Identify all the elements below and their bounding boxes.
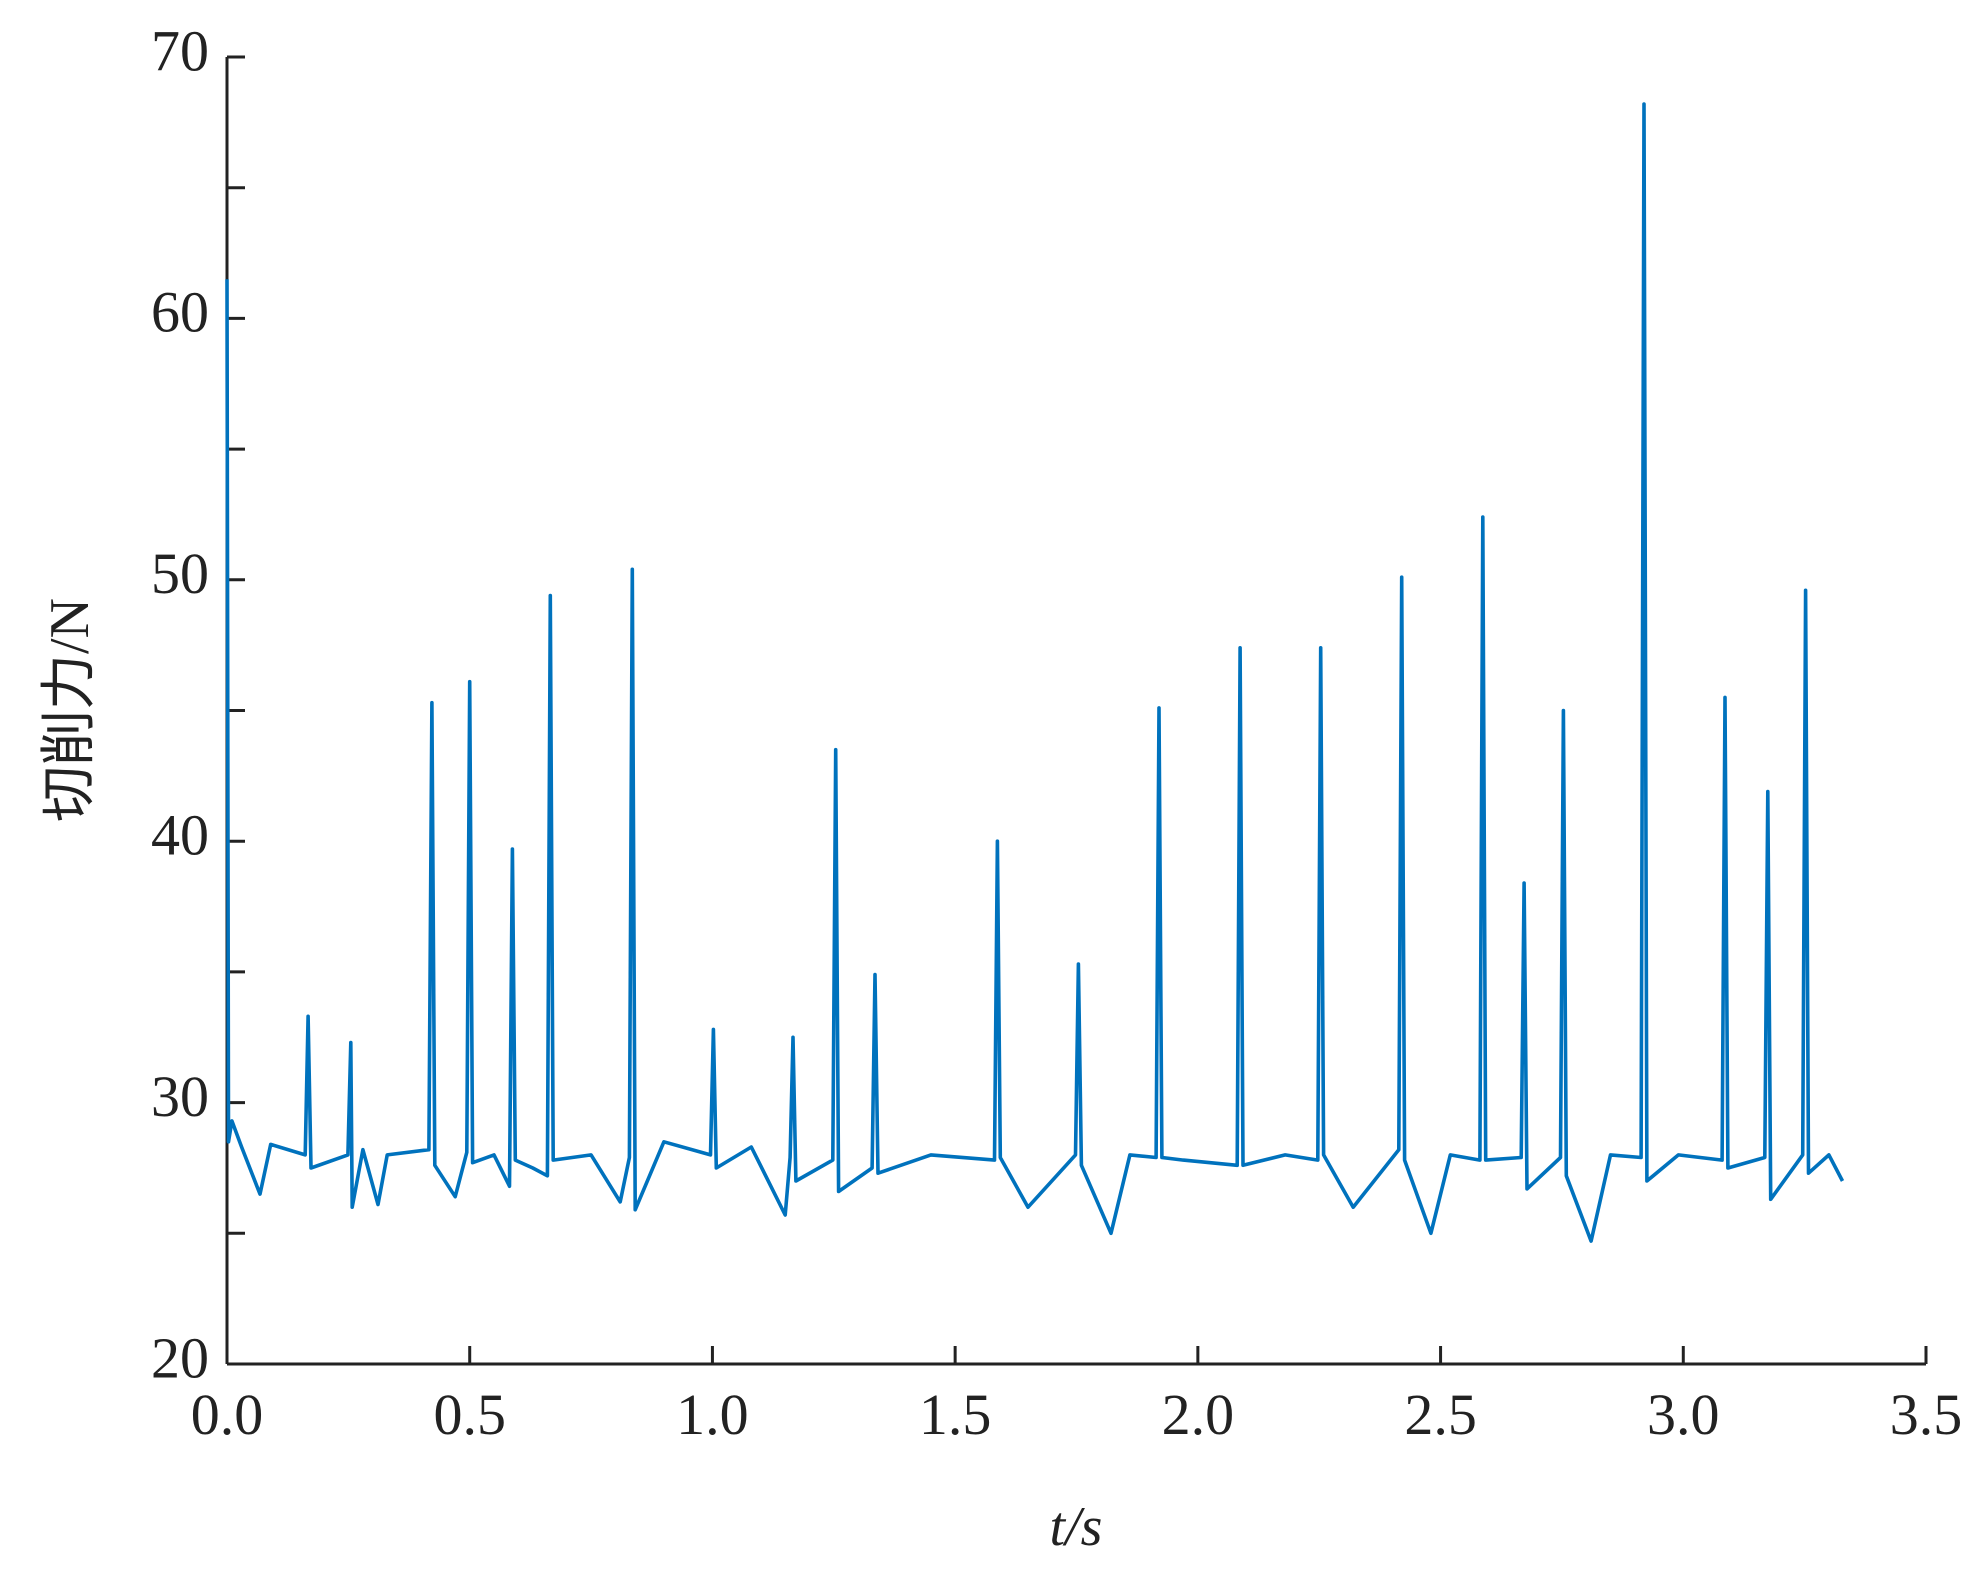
y-tick-label: 40 bbox=[151, 803, 209, 868]
y-tick-label: 60 bbox=[151, 280, 209, 345]
y-axis-label: 切削力/N bbox=[39, 598, 101, 822]
x-tick-label: 0.5 bbox=[433, 1382, 506, 1447]
y-tick-label: 50 bbox=[151, 541, 209, 606]
x-tick-label: 1.0 bbox=[676, 1382, 749, 1447]
y-tick-label: 30 bbox=[151, 1064, 209, 1129]
x-axis-label: t/s bbox=[1050, 1496, 1103, 1558]
x-tick-label: 0.0 bbox=[191, 1382, 264, 1447]
x-tick-label: 1.5 bbox=[919, 1382, 992, 1447]
x-tick-label: 2.0 bbox=[1162, 1382, 1235, 1447]
data-line bbox=[225, 102, 1845, 1243]
x-tick-label: 3.5 bbox=[1890, 1382, 1963, 1447]
x-tick-label: 2.5 bbox=[1404, 1382, 1477, 1447]
y-tick-label: 20 bbox=[151, 1325, 209, 1390]
y-tick-label: 70 bbox=[151, 18, 209, 83]
x-tick-label: 3.0 bbox=[1647, 1382, 1720, 1447]
